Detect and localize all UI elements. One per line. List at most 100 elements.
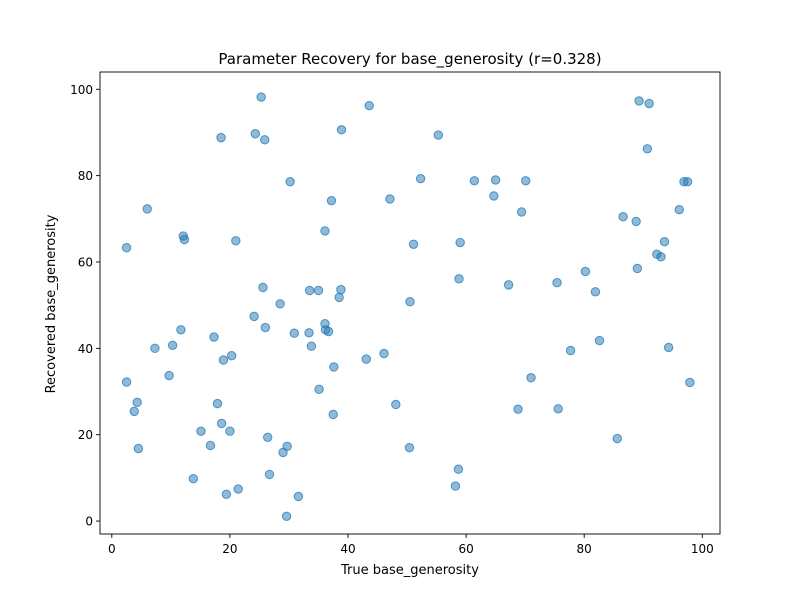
scatter-point <box>150 343 160 354</box>
scatter-point <box>632 263 643 274</box>
x-axis: 0 20 40 60 80 100 <box>108 534 714 556</box>
scatter-point <box>454 274 464 284</box>
y-tick-label: 20 <box>78 428 93 442</box>
scatter-point <box>385 194 395 204</box>
scatter-point <box>205 440 216 451</box>
scatter-point <box>490 175 501 185</box>
scatter-point <box>225 426 235 436</box>
scatter-point <box>334 292 344 303</box>
scatter-point <box>129 406 139 417</box>
scatter-point <box>196 426 206 436</box>
scatter-point <box>405 297 415 307</box>
scatter-point <box>260 135 270 145</box>
x-tick-label: 0 <box>108 542 116 556</box>
scatter-point <box>323 326 334 337</box>
scatter-point <box>455 237 465 248</box>
scatter-point <box>313 285 324 296</box>
scatter-point <box>282 441 292 452</box>
scatter-point <box>167 340 178 351</box>
scatter-point <box>489 191 499 201</box>
scatter-point <box>285 176 295 187</box>
scatter-point <box>513 404 523 414</box>
y-tick-label: 40 <box>78 342 93 356</box>
scatter-point <box>176 325 186 335</box>
scatter-point <box>121 243 132 253</box>
scatter-point <box>179 234 190 245</box>
y-tick-label: 100 <box>70 83 93 97</box>
scatter-point <box>226 350 237 361</box>
scatter-point <box>249 311 259 322</box>
scatter-point <box>594 335 605 346</box>
scatter-point <box>212 398 223 409</box>
scatter-point <box>121 377 132 387</box>
scatter-point <box>503 280 514 290</box>
scatter-point <box>188 474 198 484</box>
scatter-point <box>408 239 419 249</box>
y-axis: 0 20 40 60 80 100 <box>70 83 100 529</box>
scatter-point <box>612 433 622 444</box>
scatter-point <box>293 491 304 502</box>
scatter-point <box>281 511 292 521</box>
scatter-point <box>391 399 401 410</box>
scatter-point <box>634 96 644 106</box>
scatter-point <box>659 236 670 247</box>
scatter-point <box>258 282 268 293</box>
scatter-point <box>260 322 271 333</box>
x-tick-label: 40 <box>340 542 355 556</box>
scatter-point <box>516 207 527 217</box>
y-tick-label: 60 <box>78 255 93 269</box>
x-axis-label: True base_generosity <box>340 563 479 578</box>
scatter-point <box>618 211 628 222</box>
scatter-point <box>404 442 415 453</box>
scatter-point <box>326 195 337 206</box>
scatter-point <box>221 489 232 499</box>
scatter-point <box>553 404 563 414</box>
scatter-point <box>216 418 227 429</box>
scatter-point <box>275 299 285 309</box>
scatter-point <box>433 130 444 140</box>
scatter-point <box>469 176 480 186</box>
scatter-point <box>336 125 347 135</box>
scatter-point <box>304 285 315 296</box>
scatter-point <box>663 342 674 353</box>
scatter-point <box>218 355 229 365</box>
points-layer <box>121 92 695 521</box>
chart-title: Parameter Recovery for base_generosity (… <box>218 50 601 69</box>
scatter-point <box>521 176 531 186</box>
scatter-point <box>450 481 461 491</box>
scatter-point <box>364 100 374 111</box>
scatter-point <box>133 443 144 454</box>
scatter-point <box>656 252 666 262</box>
x-tick-label: 100 <box>691 542 714 556</box>
scatter-point <box>644 98 654 109</box>
scatter-point <box>289 328 299 338</box>
scatter-point <box>142 204 152 214</box>
scatter-point <box>216 132 226 143</box>
scatter-point <box>552 278 562 288</box>
scatter-point <box>361 354 372 364</box>
scatter-point <box>453 464 464 474</box>
scatter-point <box>526 372 536 383</box>
scatter-point <box>233 484 243 494</box>
y-axis-label: Recovered base_generosity <box>44 214 59 393</box>
scatter-point <box>231 236 241 246</box>
scatter-point <box>329 362 339 372</box>
x-tick-label: 20 <box>222 542 237 556</box>
scatter-point <box>209 332 219 342</box>
scatter-point <box>262 432 273 442</box>
scatter-point <box>379 348 389 359</box>
scatter-point <box>682 176 693 187</box>
y-tick-label: 0 <box>85 515 93 529</box>
x-tick-label: 80 <box>577 542 592 556</box>
scatter-point <box>306 341 317 351</box>
x-tick-label: 60 <box>458 542 473 556</box>
scatter-point <box>328 409 338 420</box>
scatter-point <box>304 328 314 338</box>
scatter-point <box>320 226 330 236</box>
scatter-point <box>674 205 684 215</box>
scatter-point <box>642 144 653 154</box>
scatter-point <box>590 287 601 297</box>
scatter-point <box>264 469 275 480</box>
